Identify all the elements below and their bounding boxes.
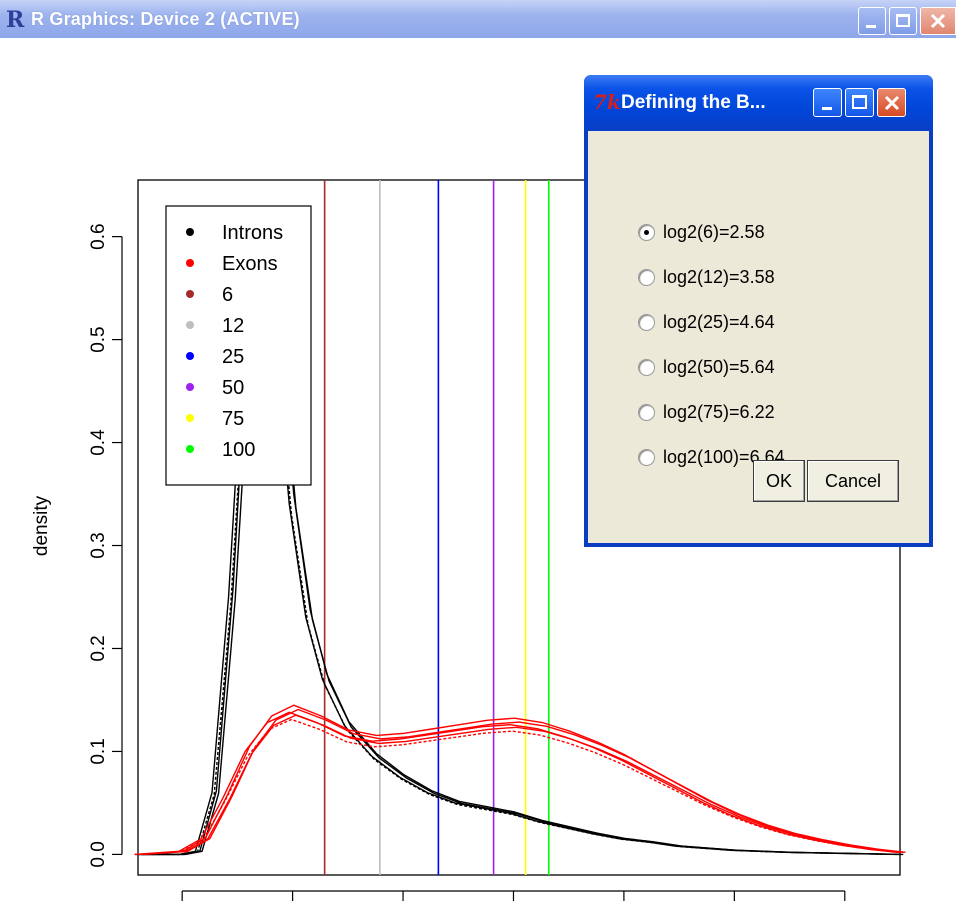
legend-marker	[186, 259, 194, 267]
legend-label: Exons	[222, 253, 278, 275]
legend-marker	[186, 290, 194, 298]
r-logo-icon: R	[6, 7, 25, 33]
legend-marker	[186, 414, 194, 422]
radio-label: log2(50)=5.64	[663, 357, 775, 377]
dialog-body: log2(6)=2.58 log2(12)=3.58 log2(25)=4.64 lo…	[588, 131, 929, 543]
close-icon	[884, 95, 900, 111]
ok-button[interactable]: OK	[753, 460, 805, 502]
radio-button[interactable]	[638, 449, 655, 466]
exons-density-line	[141, 714, 904, 856]
legend-label: 6	[222, 284, 233, 306]
cancel-button[interactable]: Cancel	[807, 460, 899, 502]
legend: Introns Exons 6 12 25 50 75 100	[165, 205, 312, 486]
legend-marker	[186, 445, 194, 453]
radio-button[interactable]	[638, 359, 655, 376]
minimize-icon	[866, 25, 876, 28]
radio-button[interactable]	[638, 314, 655, 331]
radio-label: log2(12)=3.58	[663, 267, 775, 287]
legend-label: 25	[222, 346, 244, 368]
maximize-button[interactable]	[889, 7, 917, 35]
dialog-title: Defining the B...	[621, 92, 766, 113]
tk-feather-icon: 7k	[593, 90, 621, 114]
radio-selected-dot	[644, 230, 649, 235]
y-axis-label: density	[31, 495, 52, 556]
dialog-maximize-button[interactable]	[845, 88, 874, 117]
dialog-minimize-button[interactable]	[813, 88, 842, 117]
legend-marker	[186, 383, 194, 391]
close-button[interactable]	[920, 7, 956, 35]
y-tick-label: 0.2	[88, 635, 109, 661]
legend-marker	[186, 352, 194, 360]
y-tick-label: 0.5	[88, 326, 109, 352]
y-tick-label: 0.3	[88, 532, 109, 558]
dialog-title-bar[interactable]: 7k Defining the B...	[584, 75, 933, 131]
minimize-button[interactable]	[858, 7, 886, 35]
dialog-close-button[interactable]	[877, 88, 906, 117]
legend-label: 12	[222, 315, 244, 337]
legend-label: 50	[222, 377, 244, 399]
window-title-bar[interactable]: R R Graphics: Device 2 (ACTIVE)	[0, 0, 956, 38]
radio-button[interactable]	[638, 269, 655, 286]
exons-density-line	[136, 718, 899, 856]
radio-label: log2(25)=4.64	[663, 312, 775, 332]
exons-density-line	[143, 708, 906, 856]
close-icon	[930, 13, 946, 29]
radio-label: log2(75)=6.22	[663, 402, 775, 422]
legend-marker	[186, 228, 194, 236]
y-tick-label: 0.6	[88, 223, 109, 249]
y-tick-label: 0.1	[88, 738, 109, 764]
radio-button[interactable]	[638, 404, 655, 421]
legend-label: Introns	[222, 222, 283, 244]
window-title: R Graphics: Device 2 (ACTIVE)	[31, 9, 300, 29]
breakpoint-dialog: 7k Defining the B... log2(6)=2.58 log2(12…	[584, 75, 933, 547]
exons-density-line	[134, 711, 897, 856]
y-tick-label: 0.0	[88, 841, 109, 867]
density-plot: 024681012 0.00.10.20.30.40.50.6 density …	[31, 179, 906, 901]
legend-label: 100	[222, 439, 255, 461]
minimize-icon	[822, 107, 832, 110]
maximize-icon	[896, 14, 910, 27]
legend-marker	[186, 321, 194, 329]
legend-box	[165, 205, 312, 486]
legend-label: 75	[222, 408, 244, 430]
radio-button[interactable]	[638, 224, 655, 241]
maximize-icon	[852, 95, 867, 109]
radio-label: log2(6)=2.58	[663, 222, 765, 242]
y-tick-label: 0.4	[88, 429, 109, 456]
